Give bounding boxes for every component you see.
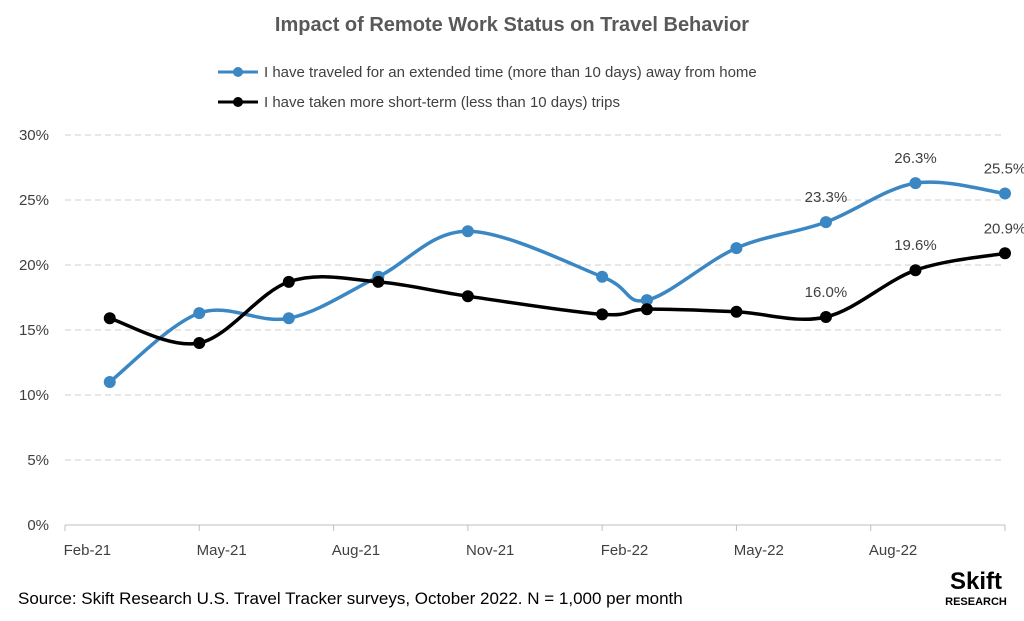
data-point xyxy=(461,225,474,238)
x-tick-label: May-22 xyxy=(734,542,784,559)
x-tick-label: Aug-21 xyxy=(332,542,380,559)
data-point xyxy=(596,270,609,283)
logo-wordmark: Skift xyxy=(950,568,1002,595)
data-label: 19.6% xyxy=(894,237,937,254)
x-tick-label: Aug-22 xyxy=(869,542,917,559)
series-line-2 xyxy=(109,251,1006,346)
data-point xyxy=(282,312,295,325)
y-tick-label: 0% xyxy=(27,517,49,534)
legend-swatch-short-term xyxy=(218,97,258,107)
source-note: Source: Skift Research U.S. Travel Track… xyxy=(18,589,683,608)
data-point xyxy=(819,216,832,229)
y-tick-label: 10% xyxy=(19,387,49,404)
data-point xyxy=(640,303,653,316)
x-tick-label: Feb-21 xyxy=(64,542,112,559)
data-label: 16.0% xyxy=(805,284,848,301)
data-label: 20.9% xyxy=(984,220,1024,237)
data-point xyxy=(103,376,116,388)
data-point xyxy=(461,290,474,303)
data-label: 25.5% xyxy=(984,161,1024,178)
legend-item-extended: I have traveled for an extended time (mo… xyxy=(218,62,757,82)
legend-label-extended: I have traveled for an extended time (mo… xyxy=(264,63,757,81)
y-tick-label: 5% xyxy=(27,452,49,469)
series-line-1 xyxy=(108,180,1006,384)
x-tick-label: Feb-22 xyxy=(601,542,649,559)
data-point xyxy=(909,264,922,277)
data-point xyxy=(730,242,743,255)
data-point xyxy=(193,337,206,349)
legend-item-short-term: I have taken more short-term (less than … xyxy=(218,92,620,112)
chart-title: Impact of Remote Work Status on Travel B… xyxy=(274,14,750,36)
data-point xyxy=(819,311,832,323)
data-point xyxy=(596,308,609,321)
data-point xyxy=(372,275,385,288)
data-point xyxy=(640,294,653,307)
skift-research-logo: Skift RESEARCH xyxy=(945,568,1007,608)
y-tick-label: 20% xyxy=(19,257,49,274)
data-point xyxy=(730,305,743,318)
x-tick-label: Nov-21 xyxy=(466,542,514,559)
legend-label-short-term: I have taken more short-term (less than … xyxy=(264,93,620,111)
data-label: 23.3% xyxy=(805,189,848,206)
y-tick-label: 30% xyxy=(19,127,49,144)
data-point xyxy=(999,247,1011,260)
x-tick-label: May-21 xyxy=(197,542,247,559)
data-point xyxy=(999,187,1011,200)
data-point xyxy=(193,307,206,320)
data-point xyxy=(103,312,116,325)
y-tick-label: 25% xyxy=(19,192,49,209)
logo-subtitle: RESEARCH xyxy=(945,596,1007,608)
data-point xyxy=(282,275,295,288)
data-label: 26.3% xyxy=(894,150,937,167)
y-tick-label: 15% xyxy=(19,322,49,339)
data-point xyxy=(909,177,922,190)
legend-swatch-extended xyxy=(218,67,258,77)
